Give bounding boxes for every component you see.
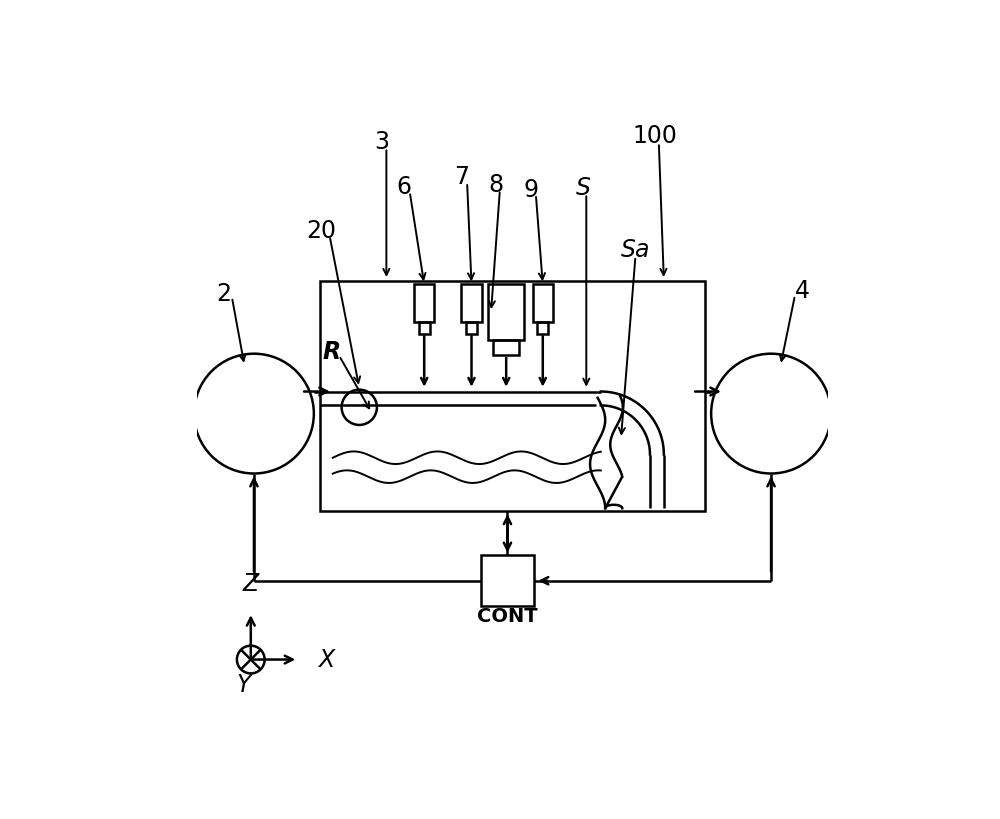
Text: 100: 100 — [632, 124, 677, 148]
Text: Sa: Sa — [621, 238, 650, 261]
Text: 7: 7 — [455, 165, 470, 189]
Text: 9: 9 — [524, 178, 539, 201]
Text: R: R — [322, 340, 341, 364]
Bar — [537, 322, 548, 333]
Text: 20: 20 — [306, 219, 336, 242]
Bar — [481, 555, 534, 606]
Text: 4: 4 — [795, 278, 810, 303]
Text: Z: Z — [243, 572, 259, 596]
Bar — [493, 340, 519, 355]
Text: 6: 6 — [397, 174, 412, 198]
Bar — [414, 284, 434, 322]
Bar — [466, 322, 477, 333]
Bar — [419, 322, 430, 333]
Bar — [320, 281, 705, 511]
Text: X: X — [318, 648, 335, 672]
Text: CONT: CONT — [477, 607, 538, 627]
Bar — [461, 284, 482, 322]
Text: 2: 2 — [216, 282, 231, 305]
Text: S: S — [576, 176, 591, 200]
Bar — [488, 284, 524, 340]
Text: 3: 3 — [374, 130, 389, 155]
Text: 8: 8 — [488, 173, 503, 197]
Bar — [533, 284, 553, 322]
Text: Y: Y — [236, 672, 250, 697]
